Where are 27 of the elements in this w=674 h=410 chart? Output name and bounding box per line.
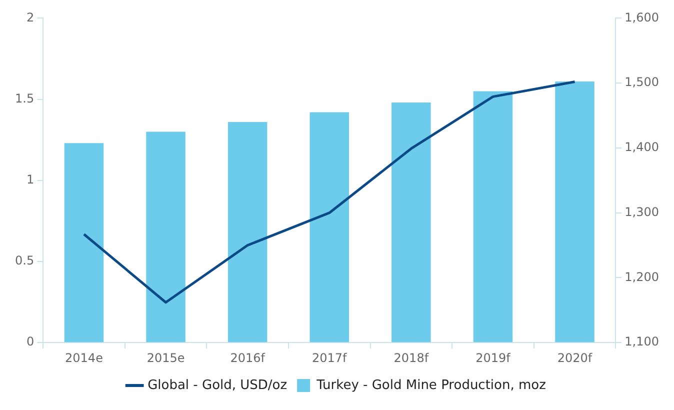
legend-label: Global - Gold, USD/oz [148, 378, 288, 393]
legend-label: Turkey - Gold Mine Production, moz [316, 378, 546, 393]
y2-tick-label: 1,600 [624, 10, 660, 24]
x-tick-label: 2020f [557, 350, 593, 365]
y-tick-label: 1 [26, 172, 34, 187]
y-tick-label: 0 [26, 334, 34, 349]
y-tick-label: 0.5 [14, 254, 34, 268]
x-tick-label: 2019f [476, 350, 512, 365]
y2-tick-label: 1,400 [624, 140, 660, 154]
x-tick-label: 2017f [312, 350, 348, 365]
x-tick-label: 2016f [230, 350, 266, 365]
bar [64, 143, 104, 342]
y2-tick-label: 1,300 [624, 204, 660, 219]
y2-tick-label: 1,100 [624, 334, 660, 349]
bar [146, 132, 186, 342]
bar [310, 112, 349, 342]
x-tick-label: 2018f [394, 350, 430, 365]
y-tick-label: 2 [26, 10, 34, 24]
bar [473, 91, 513, 342]
bar [228, 122, 268, 342]
bar [555, 81, 594, 342]
y-tick-label: 1.5 [14, 91, 34, 106]
bar [392, 102, 431, 342]
y2-tick-label: 1,500 [624, 75, 660, 90]
x-tick-label: 2015e [146, 350, 185, 365]
x-tick-label: 2014e [65, 350, 103, 365]
y2-tick-label: 1,200 [624, 270, 660, 284]
